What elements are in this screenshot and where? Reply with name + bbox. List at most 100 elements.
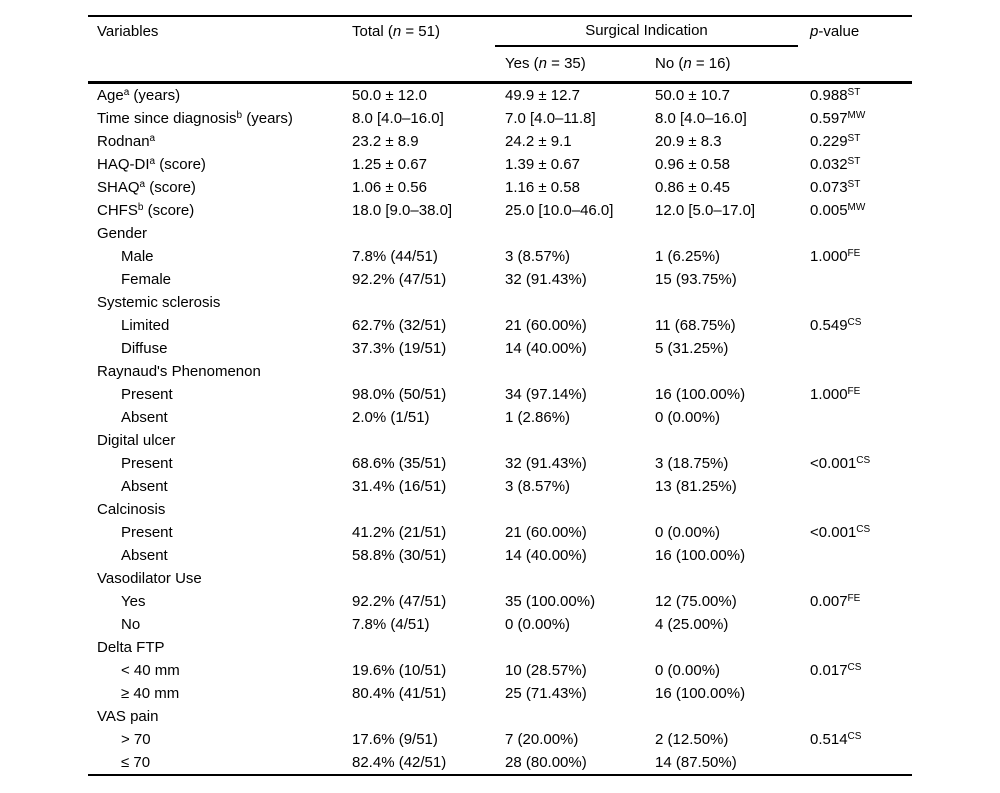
cell-p: 0.549CS — [810, 314, 912, 337]
cell-p-sup: ST — [847, 133, 861, 144]
cell-total: 1.25 ± 0.67 — [352, 156, 427, 173]
cell-yes: 34 (97.14%) — [505, 386, 587, 403]
cell-p-sup: FE — [847, 593, 861, 604]
row-label: Absent — [121, 478, 168, 495]
cell-yes: 7 (20.00%) — [505, 731, 579, 748]
cell-total — [352, 360, 505, 383]
cell-total — [352, 567, 505, 590]
row-label-cell: Diffuse — [88, 337, 352, 360]
table-row: HAQ-DIa (score) 1.25 ± 0.67 1.39 ± 0.67 … — [88, 153, 912, 176]
table-row: Limited 62.7% (32/51) 21 (60.00%) 11 (68… — [88, 314, 912, 337]
header-yes: Yes (n = 35) — [505, 47, 655, 84]
cell-p — [810, 751, 912, 775]
header-p-italic: p — [810, 23, 819, 40]
cell-yes — [505, 705, 655, 728]
cell-p — [810, 544, 912, 567]
cell-no — [655, 360, 810, 383]
row-label: Time since diagnosis — [97, 110, 237, 127]
cell-p — [810, 291, 912, 314]
cell-p-sup: CS — [847, 662, 862, 673]
cell-p-sup: MW — [847, 110, 866, 121]
cell-no: 16 (100.00%) — [655, 386, 746, 403]
header-no-post: = 16) — [691, 55, 731, 72]
cell-total: 98.0% (50/51) — [352, 386, 447, 403]
cell-yes: 32 (91.43%) — [505, 271, 587, 288]
cell-p: 1.000FE — [810, 383, 912, 406]
cell-total — [352, 222, 505, 245]
header-row-top: Variables Total (n = 51) Surgical Indica… — [88, 16, 912, 84]
cell-no: 0 (0.00%) — [655, 409, 721, 426]
cell-yes: 25.0 [10.0–46.0] — [505, 202, 614, 219]
row-label: VAS pain — [97, 708, 159, 725]
row-label: > 70 — [121, 731, 151, 748]
cell-no: 16 (100.00%) — [655, 685, 746, 702]
cell-p: 0.229ST — [810, 130, 912, 153]
cell-total: 8.0 [4.0–16.0] — [352, 110, 444, 127]
cell-total — [352, 705, 505, 728]
table-row: Yes 92.2% (47/51) 35 (100.00%) 12 (75.00… — [88, 590, 912, 613]
cell-total: 58.8% (30/51) — [352, 547, 447, 564]
cell-no — [655, 567, 810, 590]
cell-p-value: 0.005 — [810, 202, 848, 219]
cell-p — [810, 222, 912, 245]
table-row: Vasodilator Use — [88, 567, 912, 590]
cell-p: 0.073ST — [810, 176, 912, 199]
cell-p — [810, 406, 912, 429]
cell-p — [810, 636, 912, 659]
cell-p — [810, 567, 912, 590]
row-label: Vasodilator Use — [97, 570, 202, 587]
statistics-table: Variables Total (n = 51) Surgical Indica… — [88, 15, 912, 776]
cell-yes — [505, 567, 655, 590]
cell-yes: 3 (8.57%) — [505, 248, 571, 265]
cell-p-sup: CS — [847, 731, 862, 742]
cell-no: 4 (25.00%) — [655, 616, 729, 633]
cell-p-sup: CS — [856, 524, 871, 535]
table-row: Absent 31.4% (16/51) 3 (8.57%) 13 (81.25… — [88, 475, 912, 498]
row-label-cell: VAS pain — [88, 705, 352, 728]
row-label-cell: Delta FTP — [88, 636, 352, 659]
cell-no: 50.0 ± 10.7 — [655, 87, 730, 104]
cell-total — [352, 498, 505, 521]
cell-total: 7.8% (4/51) — [352, 616, 430, 633]
cell-no: 2 (12.50%) — [655, 731, 729, 748]
cell-p-sup: ST — [847, 179, 861, 190]
row-label-cell: Digital ulcer — [88, 429, 352, 452]
cell-no: 0 (0.00%) — [655, 524, 721, 541]
cell-total: 92.2% (47/51) — [352, 271, 447, 288]
cell-p: 1.000FE — [810, 245, 912, 268]
cell-no — [655, 429, 810, 452]
row-label-cell: Present — [88, 452, 352, 475]
cell-p — [810, 498, 912, 521]
cell-p — [810, 705, 912, 728]
cell-yes — [505, 360, 655, 383]
cell-yes — [505, 291, 655, 314]
row-label-cell: SHAQa (score) — [88, 176, 352, 199]
table-row: Present 41.2% (21/51) 21 (60.00%) 0 (0.0… — [88, 521, 912, 544]
table-row: CHFSb (score) 18.0 [9.0–38.0] 25.0 [10.0… — [88, 199, 912, 222]
row-label-cell: < 40 mm — [88, 659, 352, 682]
row-label: Absent — [121, 409, 168, 426]
row-label: Present — [121, 524, 173, 541]
row-label-cell: ≤ 70 — [88, 751, 352, 775]
row-label-cell: Male — [88, 245, 352, 268]
row-label-sup: b — [137, 202, 144, 213]
cell-total: 23.2 ± 8.9 — [352, 133, 419, 150]
cell-p-sup: ST — [847, 87, 861, 98]
cell-yes — [505, 222, 655, 245]
row-label: Present — [121, 386, 173, 403]
cell-p-value: 0.597 — [810, 110, 848, 127]
row-label: SHAQ — [97, 179, 140, 196]
cell-no — [655, 705, 810, 728]
table-row: No 7.8% (4/51) 0 (0.00%) 4 (25.00%) — [88, 613, 912, 636]
table-row: Calcinosis — [88, 498, 912, 521]
row-label: HAQ-DI — [97, 156, 150, 173]
row-label: Calcinosis — [97, 501, 166, 518]
row-label-cell: Raynaud's Phenomenon — [88, 360, 352, 383]
cell-no: 20.9 ± 8.3 — [655, 133, 722, 150]
row-label-cell: Rodnana — [88, 130, 352, 153]
header-yes-pre: Yes ( — [505, 55, 539, 72]
cell-no: 0 (0.00%) — [655, 662, 721, 679]
row-label-cell: Limited — [88, 314, 352, 337]
row-label: Present — [121, 455, 173, 472]
cell-p — [810, 475, 912, 498]
